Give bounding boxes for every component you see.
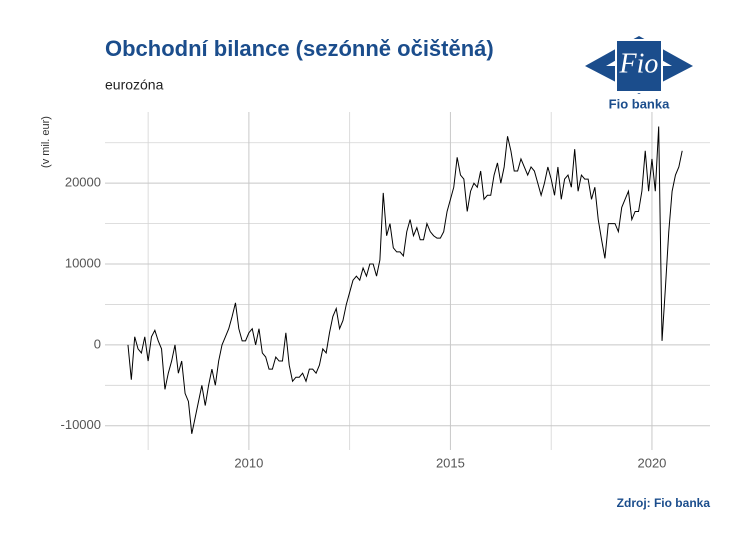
logo-name: Fio banka <box>609 96 670 111</box>
logo: Fio Fio banka <box>585 36 693 111</box>
x-tick-label: 2020 <box>637 455 666 470</box>
chart-subtitle: eurozóna <box>105 77 164 93</box>
logo-box <box>615 39 663 93</box>
y-tick-label: 0 <box>94 336 101 351</box>
y-tick-label: 20000 <box>65 175 101 190</box>
logo-mark: Fio <box>619 48 659 79</box>
source: Zdroj: Fio banka <box>617 496 711 510</box>
y-axis-label: (v mil. eur) <box>40 116 52 168</box>
y-tick-label: 10000 <box>65 255 101 270</box>
x-tick-label: 2010 <box>234 455 263 470</box>
y-tick-label: -10000 <box>61 417 101 432</box>
chart-title: Obchodní bilance (sezónně očištěná) <box>105 36 494 61</box>
line <box>127 126 683 434</box>
x-tick-label: 2015 <box>436 455 465 470</box>
